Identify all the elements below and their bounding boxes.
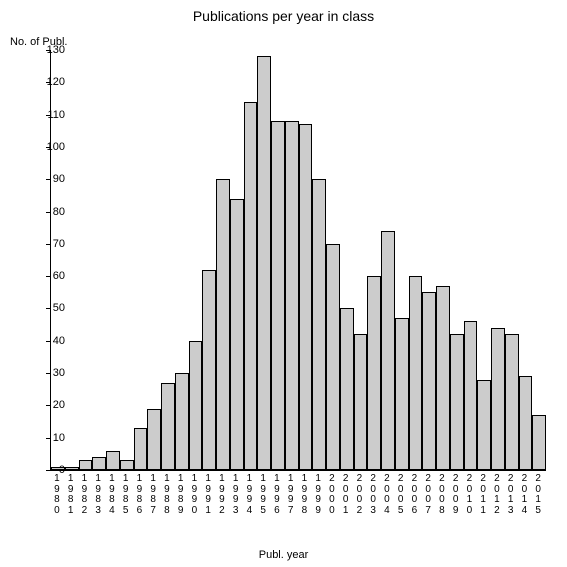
bar <box>175 373 189 470</box>
x-tick-label: 1999 <box>313 474 323 516</box>
bar <box>51 467 65 470</box>
x-tick-label: 2003 <box>368 474 378 516</box>
bar <box>340 308 354 470</box>
x-tick-label: 1988 <box>162 474 172 516</box>
bar <box>312 179 326 470</box>
bar <box>326 244 340 470</box>
bar <box>257 56 271 470</box>
bar <box>381 231 395 470</box>
x-tick-label: 1982 <box>79 474 89 516</box>
bar <box>106 451 120 470</box>
x-axis-label: Publ. year <box>0 549 567 561</box>
x-tick-label: 1997 <box>286 474 296 516</box>
bar <box>519 376 533 470</box>
x-tick-label: 1989 <box>176 474 186 516</box>
plot-area <box>50 50 546 471</box>
bar <box>532 415 546 470</box>
bar <box>189 341 203 470</box>
bar <box>216 179 230 470</box>
x-tick-label: 2009 <box>451 474 461 516</box>
bar <box>450 334 464 470</box>
bars-group <box>51 50 546 470</box>
x-tick-label: 1984 <box>107 474 117 516</box>
bar <box>161 383 175 470</box>
bar <box>244 102 258 470</box>
x-tick-label: 1980 <box>52 474 62 516</box>
bar <box>505 334 519 470</box>
bar <box>120 460 134 470</box>
y-tick <box>46 470 51 471</box>
x-tick-label: 2007 <box>423 474 433 516</box>
bar <box>92 457 106 470</box>
x-tick-label: 2000 <box>327 474 337 516</box>
x-tick-label: 1992 <box>217 474 227 516</box>
bar <box>354 334 368 470</box>
x-tick-label: 1994 <box>244 474 254 516</box>
bar <box>299 124 313 470</box>
bar <box>409 276 423 470</box>
x-tick-label: 2004 <box>382 474 392 516</box>
x-tick-label: 2013 <box>506 474 516 516</box>
bar <box>79 460 93 470</box>
bar <box>65 467 79 470</box>
x-tick-label: 1983 <box>93 474 103 516</box>
x-tick-label: 1990 <box>189 474 199 516</box>
x-tick-label: 2001 <box>341 474 351 516</box>
bar <box>477 380 491 470</box>
bar <box>367 276 381 470</box>
bar <box>395 318 409 470</box>
x-tick-label: 1991 <box>203 474 213 516</box>
x-tick-label: 2005 <box>396 474 406 516</box>
x-tick-label: 1987 <box>148 474 158 516</box>
x-tick-label: 2015 <box>533 474 543 516</box>
x-tick-label: 2010 <box>464 474 474 516</box>
x-tick-label: 1985 <box>121 474 131 516</box>
bar <box>202 270 216 470</box>
x-tick-label: 1998 <box>299 474 309 516</box>
chart-title: Publications per year in class <box>0 8 567 24</box>
x-tick-label: 2006 <box>409 474 419 516</box>
x-tick-label: 1993 <box>231 474 241 516</box>
bar <box>464 321 478 470</box>
chart-container: Publications per year in class No. of Pu… <box>0 0 567 567</box>
x-tick-label: 2014 <box>519 474 529 516</box>
bar <box>134 428 148 470</box>
x-tick-label: 1995 <box>258 474 268 516</box>
bar <box>230 199 244 470</box>
bar <box>271 121 285 470</box>
x-tick-label: 1981 <box>66 474 76 516</box>
bar <box>147 409 161 470</box>
bar <box>285 121 299 470</box>
x-tick-label: 2011 <box>478 474 488 516</box>
x-tick-label: 1996 <box>272 474 282 516</box>
x-tick-label: 2008 <box>437 474 447 516</box>
bar <box>422 292 436 470</box>
x-tick-label: 1986 <box>134 474 144 516</box>
bar <box>491 328 505 470</box>
x-tick-label: 2002 <box>354 474 364 516</box>
bar <box>436 286 450 470</box>
x-tick-label: 2012 <box>492 474 502 516</box>
